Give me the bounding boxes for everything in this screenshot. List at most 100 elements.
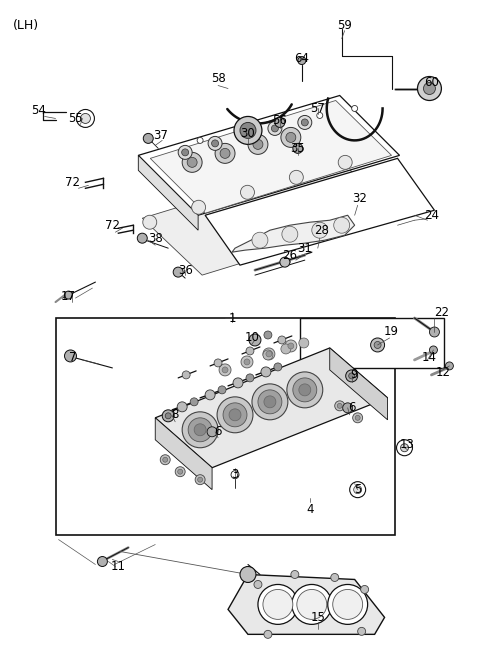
Text: 26: 26: [282, 249, 297, 262]
Circle shape: [371, 338, 384, 352]
Circle shape: [252, 232, 268, 248]
Text: 32: 32: [352, 192, 367, 205]
Text: 6: 6: [214, 425, 222, 438]
Circle shape: [268, 121, 282, 135]
Text: 72: 72: [105, 218, 120, 232]
Circle shape: [181, 149, 189, 156]
Circle shape: [287, 372, 323, 408]
Circle shape: [182, 152, 202, 173]
Circle shape: [218, 386, 226, 394]
Circle shape: [233, 378, 243, 388]
Circle shape: [240, 123, 256, 138]
Polygon shape: [142, 158, 397, 275]
Text: 17: 17: [61, 289, 76, 302]
Circle shape: [334, 217, 350, 233]
Polygon shape: [205, 158, 434, 265]
Circle shape: [254, 581, 262, 588]
Circle shape: [423, 83, 435, 94]
Text: (LH): (LH): [12, 18, 39, 31]
Circle shape: [271, 125, 278, 132]
Circle shape: [198, 477, 203, 482]
Circle shape: [338, 155, 352, 169]
Circle shape: [350, 482, 366, 498]
Circle shape: [299, 384, 311, 396]
Circle shape: [335, 401, 345, 411]
Circle shape: [195, 475, 205, 485]
Circle shape: [64, 291, 72, 299]
Circle shape: [277, 119, 283, 125]
Circle shape: [215, 144, 235, 163]
Text: 14: 14: [422, 352, 437, 365]
Circle shape: [194, 424, 206, 436]
Circle shape: [241, 356, 253, 368]
Text: 38: 38: [148, 232, 163, 245]
Polygon shape: [150, 100, 392, 213]
Circle shape: [229, 409, 241, 420]
Circle shape: [317, 112, 323, 119]
Text: 59: 59: [337, 19, 352, 32]
Circle shape: [261, 367, 271, 377]
Circle shape: [258, 390, 282, 414]
Circle shape: [217, 397, 253, 433]
Circle shape: [293, 144, 303, 154]
Circle shape: [346, 370, 358, 382]
Circle shape: [352, 106, 358, 112]
Polygon shape: [228, 575, 384, 634]
Circle shape: [301, 119, 308, 126]
Text: 60: 60: [424, 76, 439, 89]
Circle shape: [220, 148, 230, 158]
Polygon shape: [155, 348, 387, 468]
Text: 64: 64: [294, 52, 309, 65]
Circle shape: [291, 571, 299, 579]
Circle shape: [333, 590, 363, 619]
Circle shape: [266, 351, 272, 357]
Text: 28: 28: [314, 224, 329, 237]
Circle shape: [238, 129, 252, 142]
Circle shape: [223, 403, 247, 427]
Circle shape: [205, 390, 215, 400]
Circle shape: [143, 215, 157, 229]
Circle shape: [280, 257, 290, 267]
Text: 24: 24: [424, 209, 439, 222]
Circle shape: [289, 171, 303, 184]
Circle shape: [293, 378, 317, 402]
Circle shape: [285, 340, 297, 352]
Circle shape: [348, 373, 355, 379]
Circle shape: [343, 403, 353, 413]
Circle shape: [396, 440, 412, 456]
Circle shape: [331, 573, 339, 581]
Text: 58: 58: [211, 72, 226, 85]
Circle shape: [190, 398, 198, 406]
Text: 55: 55: [68, 112, 83, 125]
Circle shape: [208, 136, 222, 150]
Text: 57: 57: [311, 102, 325, 115]
Circle shape: [354, 485, 361, 494]
Circle shape: [360, 585, 369, 594]
Text: 30: 30: [240, 127, 255, 140]
Circle shape: [162, 410, 174, 422]
Circle shape: [264, 396, 276, 408]
Text: 7: 7: [69, 352, 76, 365]
Text: 13: 13: [400, 438, 415, 451]
Text: 3: 3: [231, 468, 239, 482]
Circle shape: [274, 363, 282, 371]
Circle shape: [328, 584, 368, 625]
Circle shape: [175, 466, 185, 477]
Circle shape: [252, 384, 288, 420]
Circle shape: [337, 403, 342, 408]
Circle shape: [64, 350, 76, 362]
Text: 19: 19: [384, 325, 399, 338]
Circle shape: [231, 471, 239, 479]
Circle shape: [264, 331, 272, 339]
Text: 72: 72: [65, 176, 80, 189]
Circle shape: [241, 132, 249, 139]
Polygon shape: [155, 418, 212, 489]
Polygon shape: [330, 348, 387, 420]
Circle shape: [298, 115, 312, 129]
Circle shape: [253, 140, 263, 150]
Polygon shape: [138, 96, 399, 215]
Circle shape: [246, 347, 254, 355]
Circle shape: [188, 418, 212, 441]
Text: 36: 36: [178, 264, 192, 277]
Polygon shape: [232, 215, 355, 252]
